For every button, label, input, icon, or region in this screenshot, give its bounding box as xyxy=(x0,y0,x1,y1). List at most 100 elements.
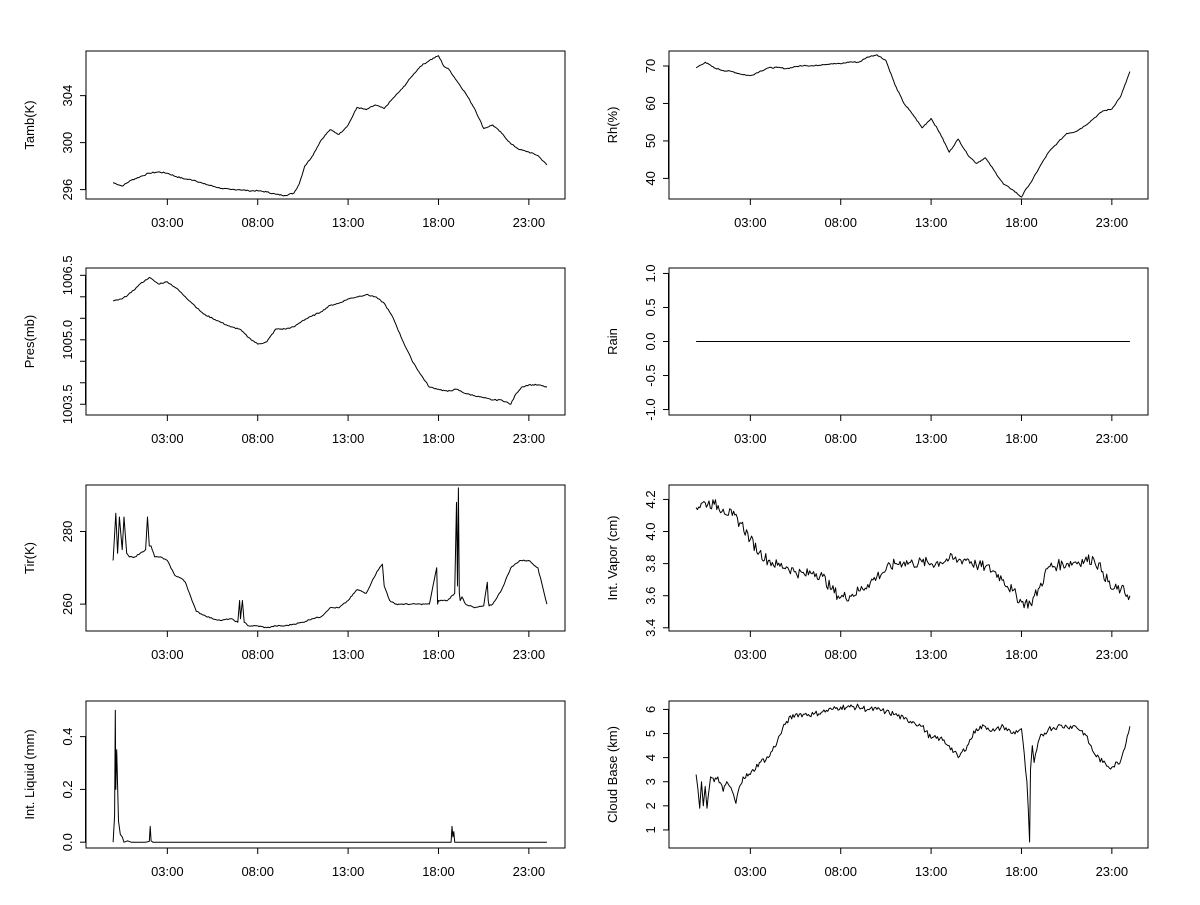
x-tick-label: 18:00 xyxy=(422,431,455,446)
y-tick-label: 50 xyxy=(643,134,658,148)
plot-frame xyxy=(668,700,1149,849)
y-tick-label: 260 xyxy=(60,593,75,615)
data-series-line xyxy=(112,709,547,843)
x-tick-label: 13:00 xyxy=(332,431,365,446)
y-axis-title: Pres(mb) xyxy=(22,315,37,368)
x-tick-label: 18:00 xyxy=(422,215,455,230)
x-tick-label: 23:00 xyxy=(513,647,546,662)
x-tick-label: 23:00 xyxy=(1096,431,1129,446)
x-tick-label: 03:00 xyxy=(151,215,184,230)
data-series-line xyxy=(695,703,1131,843)
x-tick-label: 13:00 xyxy=(915,431,948,446)
y-axis-title: Tamb(K) xyxy=(22,100,37,149)
plot-frame xyxy=(85,700,566,849)
data-series-line xyxy=(112,277,548,405)
plot-frame xyxy=(85,484,566,632)
data-series-line xyxy=(112,487,548,629)
x-tick-label: 13:00 xyxy=(332,215,365,230)
x-tick-label: 08:00 xyxy=(241,431,274,446)
x-tick-label: 13:00 xyxy=(915,647,948,662)
y-tick-label: 0.4 xyxy=(60,728,75,746)
x-tick-label: 18:00 xyxy=(1005,431,1038,446)
x-tick-label: 03:00 xyxy=(151,431,184,446)
y-tick-label: 0.5 xyxy=(643,298,658,316)
y-tick-label: 4.2 xyxy=(643,490,658,508)
x-tick-label: 03:00 xyxy=(734,215,767,230)
x-tick-label: 23:00 xyxy=(513,215,546,230)
y-tick-label: 3 xyxy=(643,778,658,785)
x-tick-label: 08:00 xyxy=(824,215,857,230)
x-tick-label: 03:00 xyxy=(734,431,767,446)
y-tick-label: 1 xyxy=(643,826,658,833)
y-axis-title: Rain xyxy=(605,328,620,355)
y-tick-label: 0.0 xyxy=(643,332,658,350)
x-tick-label: 18:00 xyxy=(1005,864,1038,879)
data-series-line xyxy=(112,55,548,197)
plot-frame xyxy=(668,484,1149,632)
y-tick-label: 40 xyxy=(643,171,658,185)
y-tick-label: 2 xyxy=(643,802,658,809)
panel-1: 03:00 08:00 13:00 18:00 23:00 296 300 304 Tamb(K… xyxy=(22,50,566,230)
x-tick-label: 13:00 xyxy=(332,864,365,879)
panel-6: 03:00 08:00 13:00 18:00 23:00 3.4 3.6 3.8 4.0 4.2… xyxy=(605,484,1149,662)
panel-2: 03:00 08:00 13:00 18:00 23:00 40 50 60 70 Rh(%) xyxy=(605,50,1149,230)
x-tick-label: 03:00 xyxy=(734,864,767,879)
y-tick-label: 70 xyxy=(643,59,658,73)
y-tick-label: 0.2 xyxy=(60,780,75,798)
y-tick-label: 1006.5 xyxy=(60,255,75,295)
x-tick-label: 08:00 xyxy=(241,864,274,879)
x-tick-label: 08:00 xyxy=(241,215,274,230)
y-axis-title: Tir(K) xyxy=(22,542,37,574)
y-axis-title: Int. Liquid (mm) xyxy=(22,729,37,819)
y-tick-label: 1005.0 xyxy=(60,320,75,360)
y-tick-label: 304 xyxy=(60,85,75,107)
x-tick-label: 08:00 xyxy=(824,864,857,879)
panel-3: 03:00 08:00 13:00 18:00 23:00 1003.5 1005.0 100… xyxy=(22,255,566,446)
panel-5: 03:00 08:00 13:00 18:00 23:00 260 280 Tir(K) xyxy=(22,484,566,662)
x-tick-label: 23:00 xyxy=(1096,215,1129,230)
y-axis-title: Int. Vapor (cm) xyxy=(605,515,620,600)
y-tick-label: -0.5 xyxy=(643,364,658,386)
y-axis-title: Rh(%) xyxy=(605,107,620,144)
y-tick-label: 3.8 xyxy=(643,555,658,573)
panel-4: 03:00 08:00 13:00 18:00 23:00 -1.0 -0.5 0.0 0.5 1… xyxy=(605,264,1149,446)
y-tick-label: 3.6 xyxy=(643,587,658,605)
x-tick-label: 13:00 xyxy=(915,215,948,230)
y-tick-label: 6 xyxy=(643,706,658,713)
x-tick-label: 13:00 xyxy=(915,864,948,879)
plot-frame xyxy=(85,267,566,416)
x-tick-label: 23:00 xyxy=(513,431,546,446)
y-tick-label: 280 xyxy=(60,521,75,543)
y-tick-label: 4.0 xyxy=(643,522,658,540)
x-tick-label: 18:00 xyxy=(1005,647,1038,662)
x-tick-label: 08:00 xyxy=(241,647,274,662)
x-tick-label: 08:00 xyxy=(824,431,857,446)
x-tick-label: 03:00 xyxy=(734,647,767,662)
x-tick-label: 03:00 xyxy=(151,864,184,879)
y-tick-label: 5 xyxy=(643,730,658,737)
x-tick-label: 18:00 xyxy=(1005,215,1038,230)
x-tick-label: 03:00 xyxy=(151,647,184,662)
x-tick-label: 18:00 xyxy=(422,647,455,662)
y-axis-title: Cloud Base (km) xyxy=(605,726,620,823)
y-tick-label: 4 xyxy=(643,754,658,761)
x-tick-label: 23:00 xyxy=(513,864,546,879)
x-tick-label: 23:00 xyxy=(1096,647,1129,662)
plot-frame xyxy=(668,50,1149,200)
data-series-line xyxy=(695,54,1131,198)
x-tick-label: 23:00 xyxy=(1096,864,1129,879)
y-tick-label: 60 xyxy=(643,96,658,110)
y-tick-label: 1003.5 xyxy=(60,384,75,424)
y-tick-label: 0.0 xyxy=(60,833,75,851)
x-tick-label: 18:00 xyxy=(422,864,455,879)
x-tick-label: 13:00 xyxy=(332,647,365,662)
y-tick-label: 296 xyxy=(60,179,75,201)
y-tick-label: -1.0 xyxy=(643,398,658,420)
y-tick-label: 3.4 xyxy=(643,619,658,637)
panel-7: 03:00 08:00 13:00 18:00 23:00 0.0 0.2 0.4 Int. L… xyxy=(22,700,566,879)
panel-8: 03:00 08:00 13:00 18:00 23:00 1 2 3 4 5 6 Cloud Bas… xyxy=(605,700,1149,879)
y-tick-label: 300 xyxy=(60,132,75,154)
y-tick-label: 1.0 xyxy=(643,264,658,282)
